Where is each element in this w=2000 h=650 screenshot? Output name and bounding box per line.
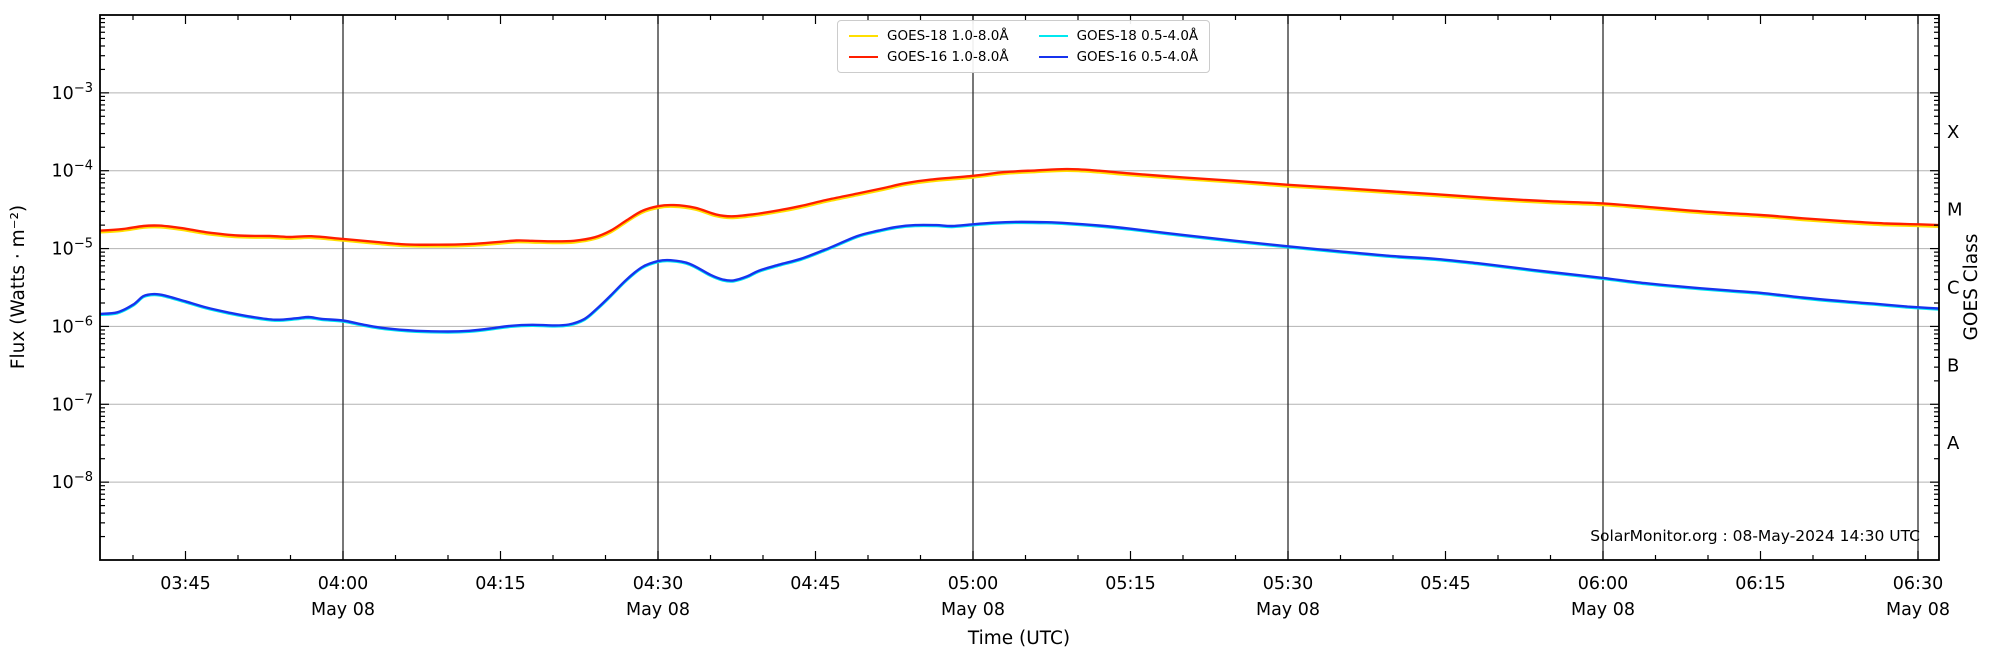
x-tick-label: 04:30 — [633, 574, 683, 594]
flux-curves — [100, 167, 1939, 334]
x-tick-label: 04:15 — [475, 574, 525, 594]
axis-tick-labels: 10−3 10−4 10−5 10−6 10−7 10−8 X M C B A 03:45 04:00 M… — [52, 81, 1963, 620]
axis-ticks — [100, 15, 1939, 560]
goes-class-label: X — [1947, 122, 1959, 143]
watermark: SolarMonitor.org : 08-May-2024 14:30 UTC — [1590, 527, 1920, 545]
gridlines — [100, 15, 1939, 560]
y-tick-label: 10−5 — [52, 237, 93, 260]
legend-label: GOES-18 1.0-8.0Å — [887, 28, 1009, 44]
x-day-label: May 08 — [941, 600, 1005, 620]
goes-class-label: B — [1947, 355, 1959, 376]
x-day-label: May 08 — [311, 600, 375, 620]
x-tick-label: 05:00 — [948, 574, 998, 594]
y-tick-label: 10−3 — [52, 81, 93, 104]
series-goes-16-0-5-4-0- — [100, 220, 1939, 333]
x-tick-label: 04:45 — [790, 574, 840, 594]
legend-swatch-line — [1038, 56, 1068, 58]
legend-swatch-line — [849, 35, 878, 37]
x-axis-title: Time (UTC) — [967, 628, 1070, 649]
legend-label: GOES-16 1.0-8.0Å — [887, 49, 1009, 65]
x-tick-label: 06:30 — [1893, 574, 1943, 594]
legend-label: GOES-18 0.5-4.0Å — [1076, 28, 1199, 44]
legend-item: GOES-16 0.5-4.0Å — [1038, 49, 1199, 65]
x-tick-label: 05:45 — [1420, 574, 1470, 594]
legend-label: GOES-16 0.5-4.0Å — [1076, 49, 1199, 65]
x-tick-label: 06:15 — [1735, 574, 1785, 594]
y-tick-label: 10−6 — [52, 314, 93, 337]
x-tick-label: 03:45 — [160, 574, 210, 594]
plot-frame — [99, 14, 1940, 561]
x-tick-label: 05:15 — [1105, 574, 1155, 594]
y-tick-label: 10−8 — [52, 470, 93, 493]
x-day-label: May 08 — [1256, 600, 1320, 620]
x-day-label: May 08 — [626, 600, 690, 620]
goes-class-label: C — [1947, 278, 1960, 299]
legend-item: GOES-18 0.5-4.0Å — [1038, 28, 1199, 44]
legend: GOES-18 1.0-8.0Å GOES-16 1.0-8.0Å GOES-18 … — [837, 20, 1211, 73]
legend-item: GOES-16 1.0-8.0Å — [849, 49, 1009, 65]
legend-swatch-line — [1038, 35, 1068, 37]
y-tick-label: 10−7 — [52, 392, 93, 415]
legend-item: GOES-18 1.0-8.0Å — [849, 28, 1009, 44]
x-day-label: May 08 — [1571, 600, 1635, 620]
x-tick-label: 06:00 — [1578, 574, 1628, 594]
series-goes-18-1-0-8-0- — [100, 169, 1939, 248]
goes-class-axis-title: GOES Class — [1961, 234, 1982, 341]
x-tick-label: 05:30 — [1263, 574, 1313, 594]
goes-class-label: A — [1947, 433, 1960, 454]
x-day-label: May 08 — [1886, 600, 1950, 620]
legend-swatch-line — [849, 56, 878, 58]
goes-class-label: M — [1947, 200, 1963, 221]
flux-axis-title: Flux (Watts · m⁻²) — [8, 205, 29, 369]
y-tick-label: 10−4 — [52, 159, 93, 182]
series-goes-18-0-5-4-0- — [100, 221, 1939, 334]
x-tick-label: 04:00 — [318, 574, 368, 594]
series-goes-16-1-0-8-0- — [100, 167, 1939, 246]
